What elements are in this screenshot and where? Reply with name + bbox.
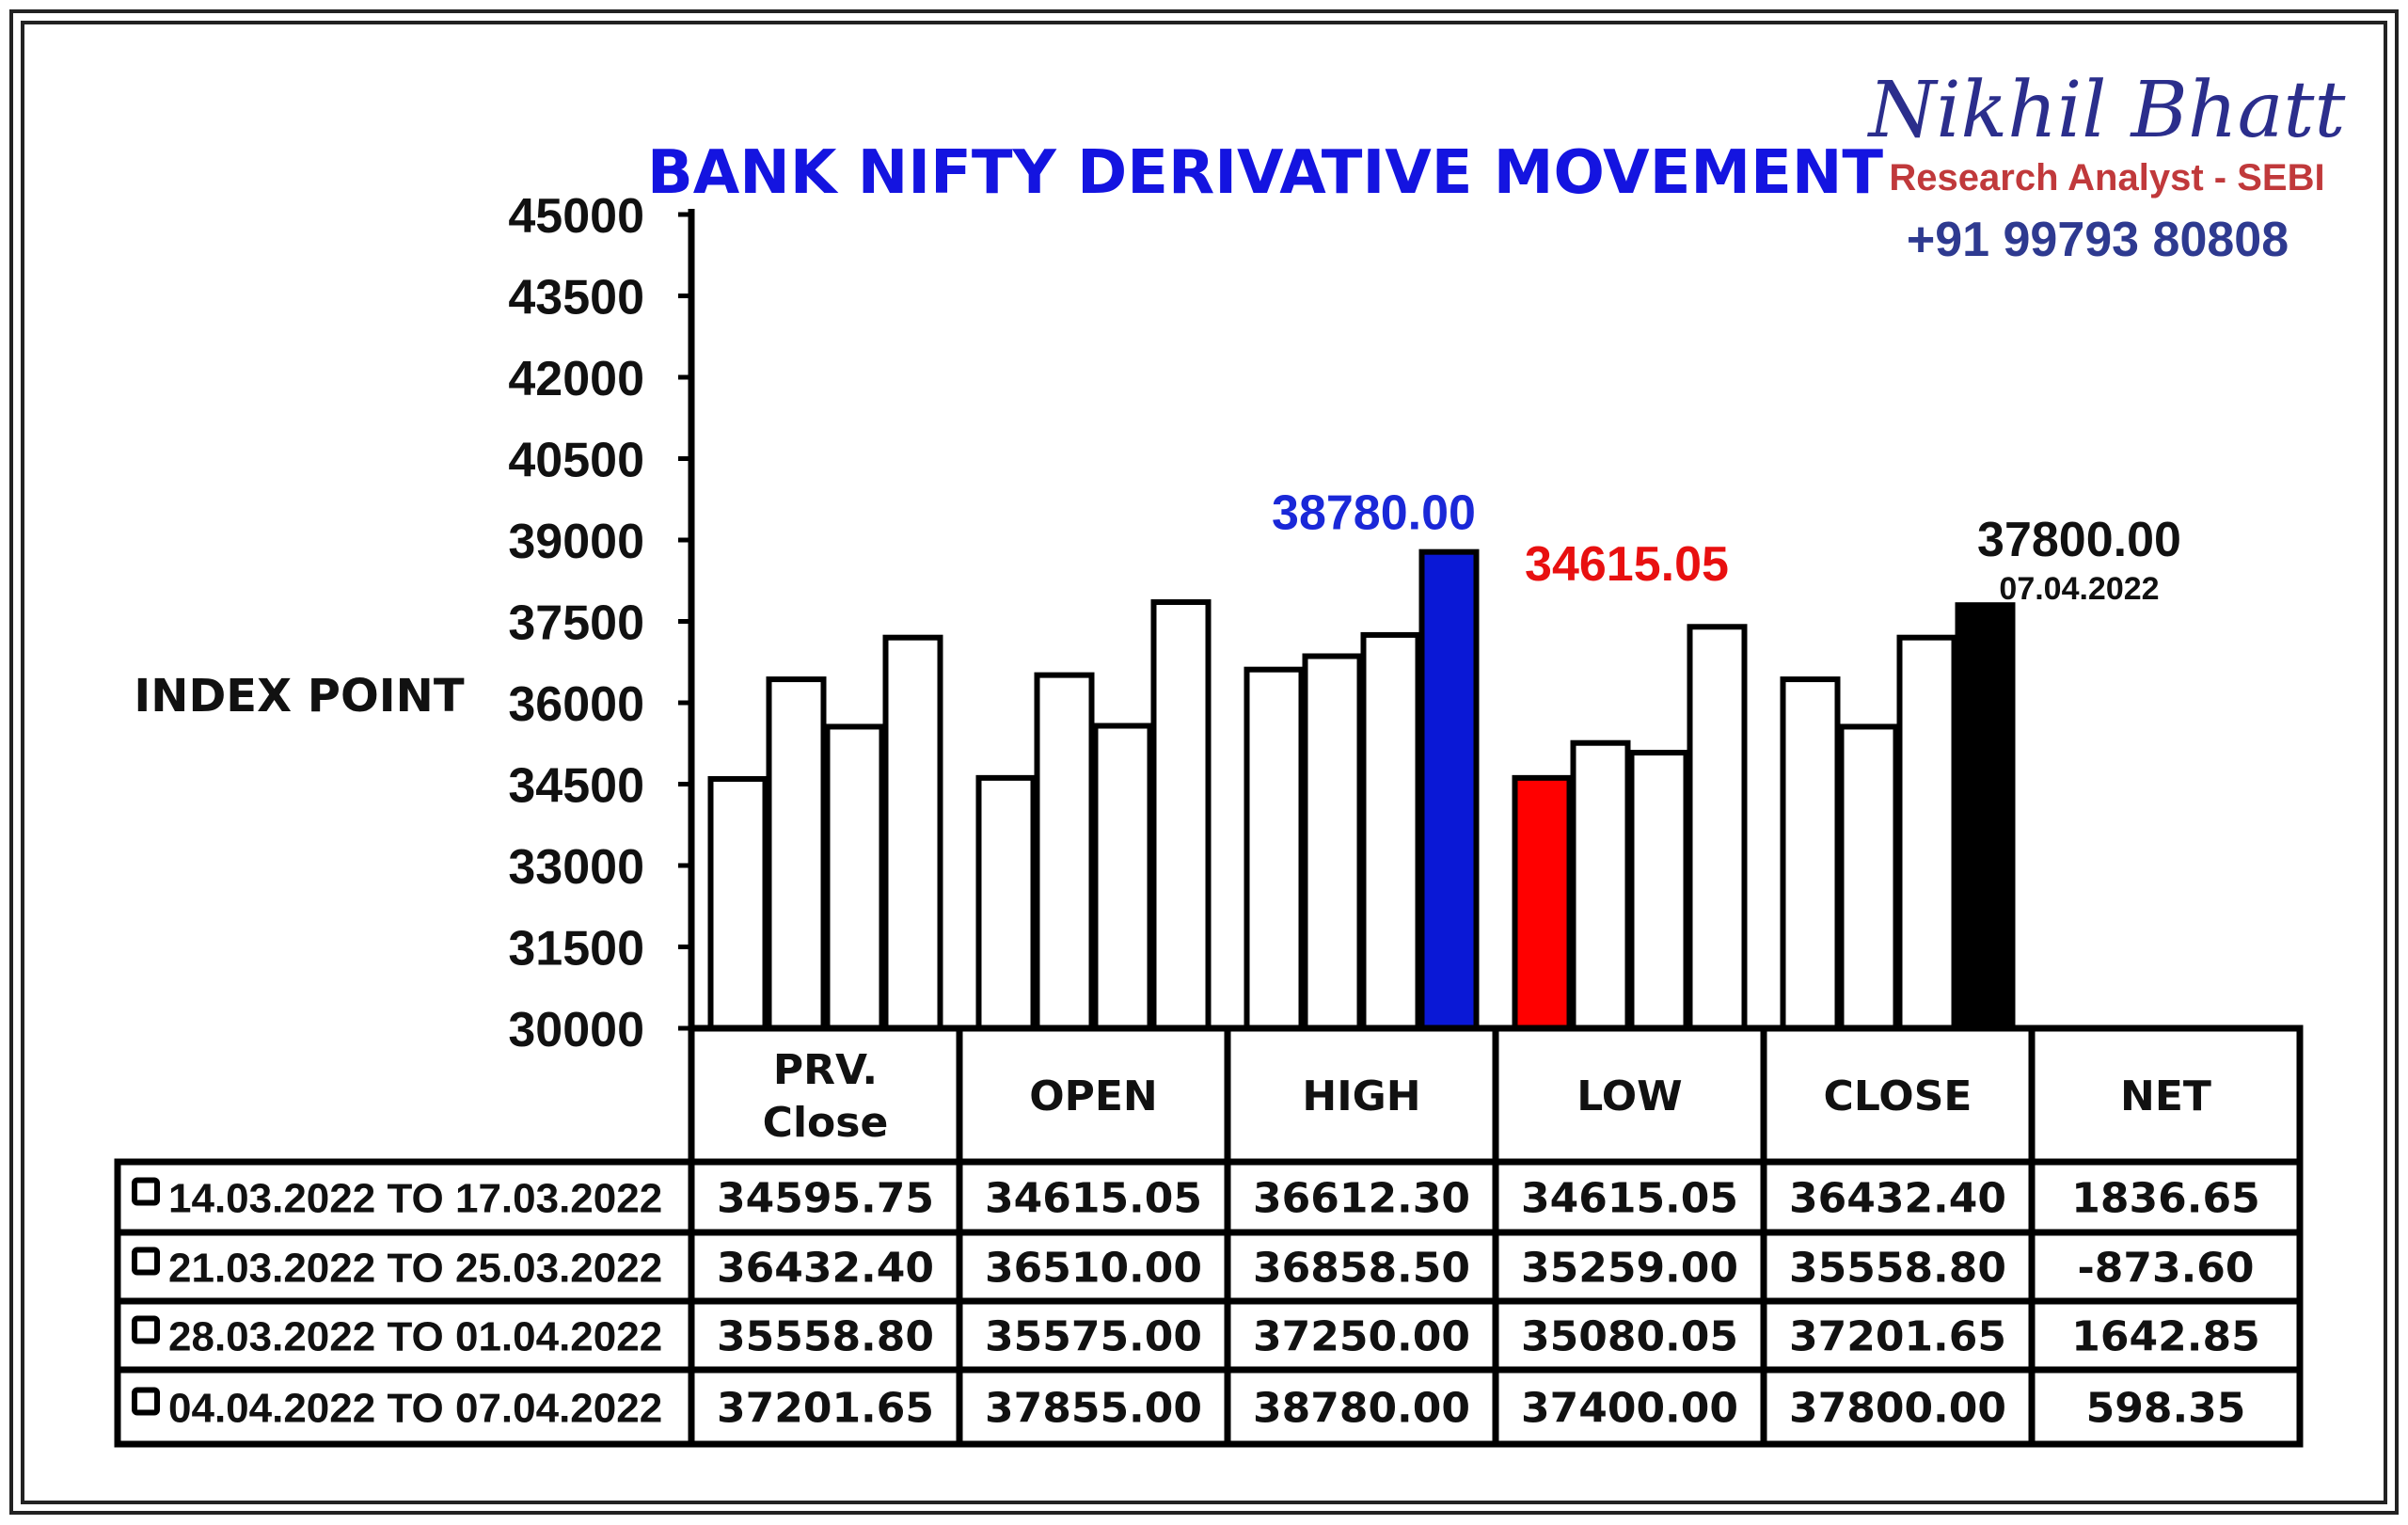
bar	[1780, 676, 1841, 1031]
bar	[1687, 624, 1748, 1031]
table-cell-value: 598.35	[2086, 1385, 2246, 1433]
table-cell-value: 37250.00	[1253, 1313, 1470, 1361]
table-cell-value: 36432.40	[1789, 1175, 2006, 1223]
y-tick-label: 42000	[508, 352, 644, 406]
table-cell-value: 36612.30	[1253, 1175, 1470, 1223]
bar	[707, 775, 768, 1031]
legend-swatch	[132, 1177, 160, 1206]
y-axis-ticks: 45000 43500 42000 40500 39000 37500 36000 34500…	[508, 189, 691, 1057]
legend-swatch	[132, 1315, 160, 1344]
table-cell-value: 35558.80	[1789, 1245, 2006, 1293]
bar	[1302, 653, 1363, 1031]
table-cell-value: 37201.65	[1789, 1313, 2006, 1361]
y-tick-label: 37500	[508, 596, 644, 651]
y-tick-label: 39000	[508, 515, 644, 569]
bar	[824, 723, 885, 1031]
y-axis-label: INDEX POINT	[134, 670, 464, 723]
outer-frame	[9, 9, 2399, 1515]
bar	[975, 774, 1037, 1032]
bar	[1092, 723, 1153, 1032]
table-cell-value: -873.60	[2077, 1245, 2254, 1293]
chart-title: BANK NIFTY DERIVATIVE MOVEMENT	[647, 138, 1883, 208]
y-tick-label: 31500	[508, 922, 644, 977]
row-label: 21.03.2022 TO 25.03.2022	[168, 1246, 662, 1292]
table-cell-value: 36858.50	[1253, 1245, 1470, 1293]
table-cell-value: 37400.00	[1521, 1385, 1738, 1433]
bar	[766, 676, 827, 1031]
bar	[1418, 548, 1480, 1031]
y-tick-label: 43500	[508, 271, 644, 326]
row-label: 28.03.2022 TO 01.04.2022	[168, 1314, 662, 1360]
data-table: PRV. Close OPEN HIGH LOW CLOSE NET 14.03.2022 T…	[114, 1025, 2304, 1448]
bars	[707, 548, 2016, 1032]
y-tick-label: 33000	[508, 840, 644, 895]
table-cell-value: 34615.05	[985, 1175, 1202, 1223]
table-cell-value: 34615.05	[1521, 1175, 1738, 1223]
bar	[1570, 739, 1631, 1032]
bar	[1150, 599, 1212, 1031]
header-label: PRV.	[773, 1046, 878, 1094]
table-cell-value: 36432.40	[717, 1245, 934, 1293]
table-cell	[2028, 1366, 2304, 1448]
data-label: 37800.00	[1977, 513, 2181, 567]
data-sublabel: 07.04.2022	[1999, 571, 2159, 607]
bar	[1838, 723, 1899, 1031]
header-label: CLOSE	[1824, 1072, 1972, 1120]
bar	[1244, 666, 1305, 1031]
inner-frame	[21, 21, 2387, 1504]
legend-swatch	[132, 1247, 160, 1276]
bar	[1360, 631, 1421, 1032]
header-label: NET	[2120, 1072, 2211, 1120]
y-tick-label: 36000	[508, 677, 644, 732]
table-cell-value: 37201.65	[717, 1385, 934, 1433]
y-tick-label: 30000	[508, 1003, 644, 1057]
table-cell-value: 37855.00	[985, 1385, 1202, 1433]
table-cell-value: 36510.00	[985, 1245, 1202, 1293]
bar	[1512, 774, 1573, 1032]
table-cell-value: 35575.00	[985, 1313, 1202, 1361]
row-label: 04.04.2022 TO 07.04.2022	[168, 1386, 662, 1432]
table-cell-value: 35080.05	[1521, 1313, 1738, 1361]
header-label: LOW	[1576, 1072, 1682, 1120]
table-cell-value: 35558.80	[717, 1313, 934, 1361]
table-cell-value: 34595.75	[717, 1175, 934, 1223]
bar	[1896, 634, 1957, 1031]
bar	[1628, 750, 1689, 1032]
y-tick-label: 45000	[508, 189, 644, 244]
bar	[882, 634, 943, 1031]
data-label: 34615.05	[1525, 537, 1729, 592]
table-cell-value: 37800.00	[1789, 1385, 2006, 1433]
table-cell-value: 38780.00	[1253, 1385, 1470, 1433]
header-label: Close	[763, 1099, 889, 1147]
brand-phone: +91 99793 80808	[1907, 213, 2289, 267]
header-label: HIGH	[1302, 1072, 1420, 1120]
row-label: 14.03.2022 TO 17.03.2022	[168, 1176, 662, 1222]
table-cell-value: 1836.65	[2071, 1175, 2259, 1223]
header-label: OPEN	[1029, 1072, 1158, 1120]
brand-role: Research Analyst - SEBI	[1889, 157, 2324, 199]
branding-block: Nikhil Bhatt Research Analyst - SEBI +91…	[1867, 66, 2347, 267]
bar	[1034, 672, 1095, 1032]
table-cell-value: 35259.00	[1521, 1245, 1738, 1293]
table-cell-value: 1642.85	[2071, 1313, 2259, 1361]
y-tick-label: 40500	[508, 434, 644, 488]
bar	[1955, 602, 2016, 1031]
data-label: 38780.00	[1272, 486, 1476, 541]
y-tick-label: 34500	[508, 759, 644, 814]
highlight-labels: 38780.00 34615.05 37800.00 07.04.2022	[1272, 486, 2181, 608]
brand-name: Nikhil Bhatt	[1867, 66, 2347, 155]
legend-swatch	[132, 1387, 160, 1416]
